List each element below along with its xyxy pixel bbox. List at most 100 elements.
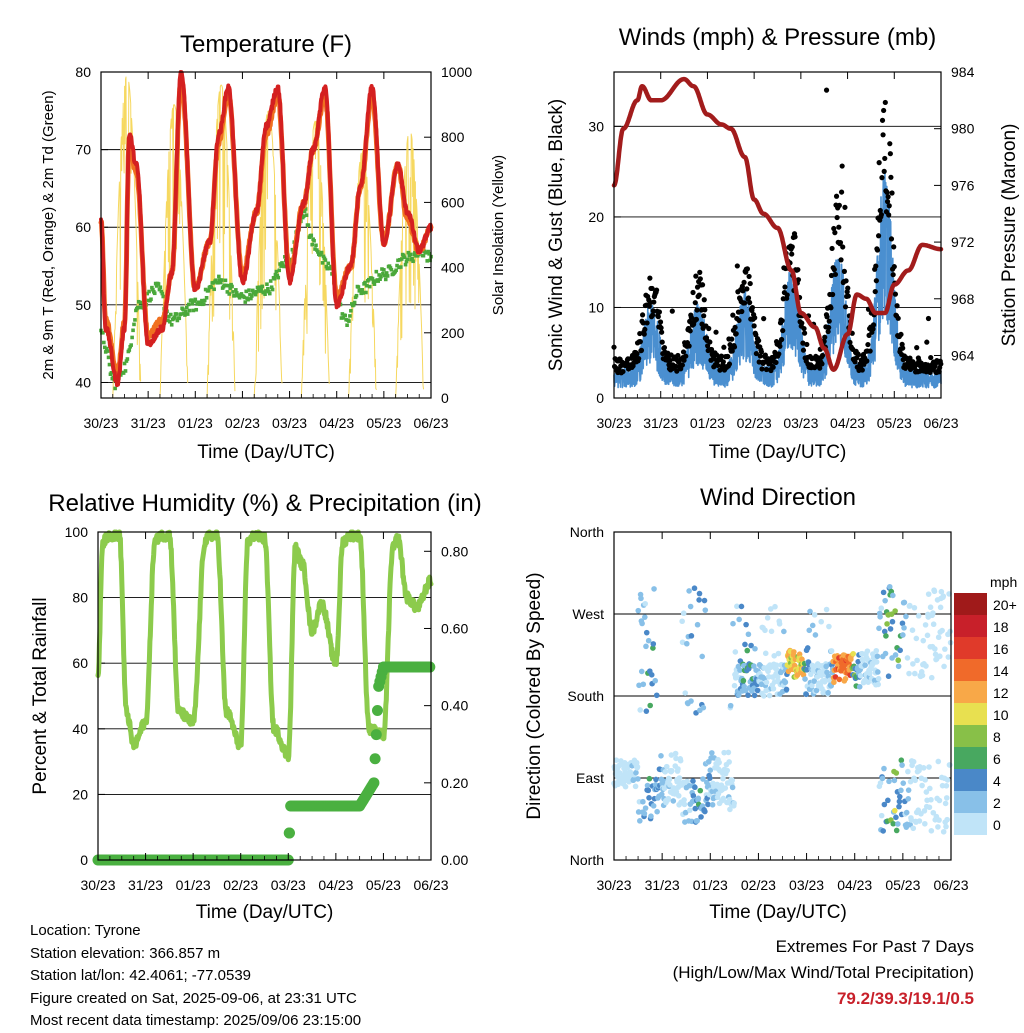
gust-point (834, 214, 840, 221)
gust-point (819, 352, 826, 359)
precip-y2-tick-label: 0.00 (441, 852, 468, 868)
direction-point (632, 783, 639, 790)
direction-point (638, 595, 644, 602)
gust-point (697, 269, 703, 275)
gust-point (747, 280, 753, 287)
gust-point (870, 326, 876, 332)
direction-point (736, 616, 742, 623)
direction-point (932, 646, 938, 652)
gust-point (789, 251, 795, 257)
dewpoint-point (125, 357, 130, 361)
gust-point (801, 325, 807, 332)
direction-point (893, 814, 899, 821)
direction-point (877, 614, 883, 620)
gust-point (892, 291, 899, 297)
direction-point (696, 590, 703, 597)
direction-point (731, 800, 737, 807)
direction-point (675, 792, 682, 799)
colorbar-label: 2 (993, 795, 1001, 811)
direction-point (932, 651, 939, 658)
dewpoint-point (397, 265, 401, 270)
dewpoint-point (237, 295, 242, 300)
dewpoint-point (151, 287, 155, 292)
dewpoint-point (384, 271, 389, 275)
gust-point (891, 264, 897, 270)
colorbar-label: 18 (993, 619, 1009, 635)
direction-point (920, 765, 927, 771)
gust-point (795, 267, 801, 273)
rh-y-tick-label: 100 (65, 524, 89, 540)
gust-point (644, 320, 650, 326)
gust-point (876, 160, 882, 166)
direction-point (645, 787, 652, 794)
dewpoint-point (374, 269, 379, 274)
gust-point (776, 351, 782, 357)
direction-point (720, 775, 726, 782)
dewpoint-point (328, 266, 332, 271)
direction-point (745, 692, 751, 699)
colorbar-swatch (954, 659, 987, 681)
solar-insolation-line (206, 84, 236, 399)
direction-point (935, 634, 942, 641)
gust-point (824, 314, 830, 320)
dewpoint-point (325, 266, 330, 271)
precip-y2-tick-label: 0.20 (441, 775, 468, 791)
direction-point (646, 775, 653, 782)
direction-point (857, 673, 864, 679)
gust-point (686, 343, 692, 349)
dewpoint-point (146, 298, 150, 303)
solar-insolation-line (159, 104, 189, 399)
direction-point (654, 808, 660, 815)
direction-point (877, 780, 884, 786)
gust-point (747, 299, 753, 306)
temp-x-tick-label: 06/23 (413, 415, 448, 431)
gust-point (651, 299, 657, 305)
location-text: Location: Tyrone (30, 922, 141, 939)
gust-point (873, 263, 879, 269)
direction-point (885, 797, 891, 804)
gust-point (888, 174, 894, 180)
gust-point (800, 347, 807, 353)
dir-y-tick-label: East (576, 770, 604, 786)
wind-x-tick-label: 04/23 (830, 415, 865, 431)
direction-point (873, 659, 880, 665)
direction-point (904, 655, 911, 661)
dewpoint-point (239, 292, 244, 296)
direction-point (742, 687, 749, 694)
extremes-title: Extremes For Past 7 Days (775, 937, 974, 956)
dewpoint-point (310, 242, 314, 247)
dewpoint-point (309, 233, 314, 238)
direction-point (883, 633, 889, 639)
direction-point (640, 681, 647, 688)
direction-point (913, 635, 920, 642)
direction-point (804, 645, 811, 651)
gust-point (881, 107, 887, 114)
dewpoint-point (179, 312, 183, 316)
direction-point (879, 775, 886, 782)
direction-point (940, 828, 947, 835)
gust-point (873, 278, 879, 284)
dewpoint-point (187, 308, 192, 313)
dewpoint-point (402, 255, 407, 260)
dewpoint-point (267, 291, 272, 296)
gust-point (878, 212, 884, 218)
direction-point (721, 749, 727, 756)
gust-point (742, 300, 748, 306)
dewpoint-point (168, 319, 172, 324)
gust-point (693, 273, 699, 279)
direction-point (903, 613, 909, 620)
rh-y-tick-label: 20 (72, 786, 88, 802)
pressure-y2-tick-label: 964 (951, 347, 975, 363)
rh-y-tick-label: 40 (72, 721, 88, 737)
dewpoint-point (169, 322, 174, 327)
rh-xlabel: Time (Day/UTC) (196, 902, 334, 923)
dewpoint-point (413, 250, 417, 255)
direction-point (681, 801, 688, 808)
direction-point (876, 625, 882, 632)
dewpoint-point (147, 289, 151, 294)
direction-point (892, 652, 899, 658)
dewpoint-point (106, 355, 111, 360)
gust-point (852, 359, 858, 365)
created-text: Figure created on Sat, 2025-09-06, at 23… (30, 989, 357, 1007)
recent-timestamp-text: Most recent data timestamp: 2025/09/06 2… (30, 1012, 362, 1029)
